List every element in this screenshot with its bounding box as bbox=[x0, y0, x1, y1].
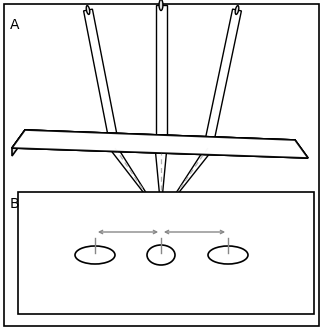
Polygon shape bbox=[203, 9, 241, 149]
Bar bbox=[18, 192, 314, 314]
Polygon shape bbox=[12, 130, 308, 158]
Polygon shape bbox=[155, 5, 166, 150]
Polygon shape bbox=[12, 130, 308, 158]
Polygon shape bbox=[12, 130, 25, 156]
Polygon shape bbox=[112, 148, 157, 210]
Polygon shape bbox=[84, 9, 120, 149]
FancyArrowPatch shape bbox=[165, 230, 224, 234]
Polygon shape bbox=[165, 148, 211, 210]
Polygon shape bbox=[155, 152, 166, 210]
Text: B: B bbox=[10, 197, 20, 211]
Ellipse shape bbox=[208, 246, 248, 264]
Ellipse shape bbox=[75, 246, 115, 264]
Ellipse shape bbox=[235, 6, 239, 15]
Polygon shape bbox=[25, 130, 295, 148]
FancyArrowPatch shape bbox=[99, 230, 157, 234]
Ellipse shape bbox=[159, 0, 163, 11]
Ellipse shape bbox=[147, 245, 175, 265]
Polygon shape bbox=[12, 130, 308, 158]
Ellipse shape bbox=[86, 6, 90, 15]
Text: A: A bbox=[10, 18, 19, 32]
